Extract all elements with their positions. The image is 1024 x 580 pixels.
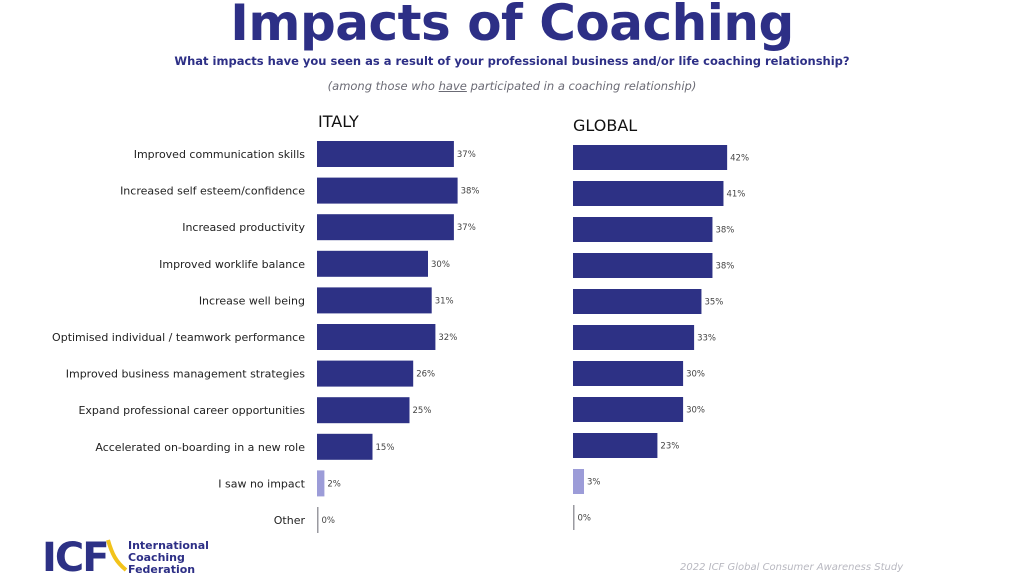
global-bar-2 [573,217,713,242]
source-footer: 2022 ICF Global Consumer Awareness Study [680,562,904,573]
global-value-label-2: 38% [715,226,734,236]
italy-bar-3 [317,250,428,277]
italy-bar-8 [317,433,373,460]
category-label-9: I saw no impact [218,477,305,490]
italy-value-label-4: 31% [435,296,454,306]
italy-bar-7 [317,397,410,424]
italy-value-label-2: 37% [457,223,476,233]
italy-bar-1 [317,177,458,204]
category-label-5: Optimised individual / teamwork performa… [52,331,305,344]
logo-line-1: International [128,539,209,552]
category-label-7: Expand professional career opportunities [78,404,305,417]
global-value-label-10: 0% [578,514,592,524]
category-label-3: Improved worklife balance [159,258,305,271]
global-value-label-7: 30% [686,406,705,416]
icf-logo-mark: ICF [42,536,128,576]
category-label-1: Increased self esteem/confidence [120,185,305,198]
page-subtitle: What impacts have you seen as a result o… [174,54,850,68]
category-label-8: Accelerated on-boarding in a new role [95,441,305,454]
global-value-label-1: 41% [726,190,745,200]
global-bar-0 [573,145,728,170]
logo-line-2: Coaching [128,551,185,564]
global-value-label-5: 33% [697,334,716,344]
category-label-0: Improved communication skills [134,148,306,161]
global-bar-4 [573,289,702,314]
global-value-label-9: 3% [587,478,601,488]
italy-value-label-1: 38% [461,187,480,197]
global-value-label-8: 23% [660,442,679,452]
italy-bar-9 [317,470,325,497]
category-label-4: Increase well being [199,294,305,307]
italy-value-label-9: 2% [327,479,341,489]
category-label-6: Improved business management strategies [66,368,306,381]
sample-note-start: (among those who [327,79,439,93]
italy-chart-title: ITALY [318,112,359,131]
italy-value-label-3: 30% [431,260,450,270]
global-bar-3 [573,253,713,278]
category-label-2: Increased productivity [182,221,305,234]
italy-bar-10 [317,507,319,533]
icf-logo-text: International Coaching Federation [128,540,209,576]
page-title: Impacts of Coaching [230,0,794,52]
global-bar-9 [573,469,585,494]
global-value-label-0: 42% [730,154,749,164]
global-value-label-6: 30% [686,370,705,380]
svg-text:ICF: ICF [42,536,108,576]
global-bar-8 [573,433,658,458]
sample-note-end: participated in a coaching relationship) [466,79,697,93]
italy-value-label-5: 32% [438,333,457,343]
logo-line-3: Federation [128,563,196,576]
global-bar-5 [573,325,695,350]
italy-value-label-7: 25% [413,406,432,416]
italy-value-label-0: 37% [457,150,476,160]
italy-bar-6 [317,360,414,387]
italy-bar-0 [317,141,454,167]
italy-bar-5 [317,324,436,350]
sample-note-emphasis: have [438,79,467,93]
global-bar-7 [573,397,684,422]
italy-value-label-8: 15% [376,443,395,453]
italy-bar-4 [317,287,432,314]
italy-bar-2 [317,214,454,241]
sample-note: (among those who have participated in a … [0,79,1024,93]
italy-value-label-10: 0% [322,516,336,526]
global-bar-1 [573,181,724,206]
global-value-label-3: 38% [715,262,734,272]
global-chart-title: GLOBAL [573,116,638,135]
italy-value-label-6: 26% [416,370,435,380]
global-bar-10 [573,505,575,530]
global-bar-6 [573,361,684,386]
global-value-label-4: 35% [704,298,723,308]
category-label-10: Other [274,514,306,527]
